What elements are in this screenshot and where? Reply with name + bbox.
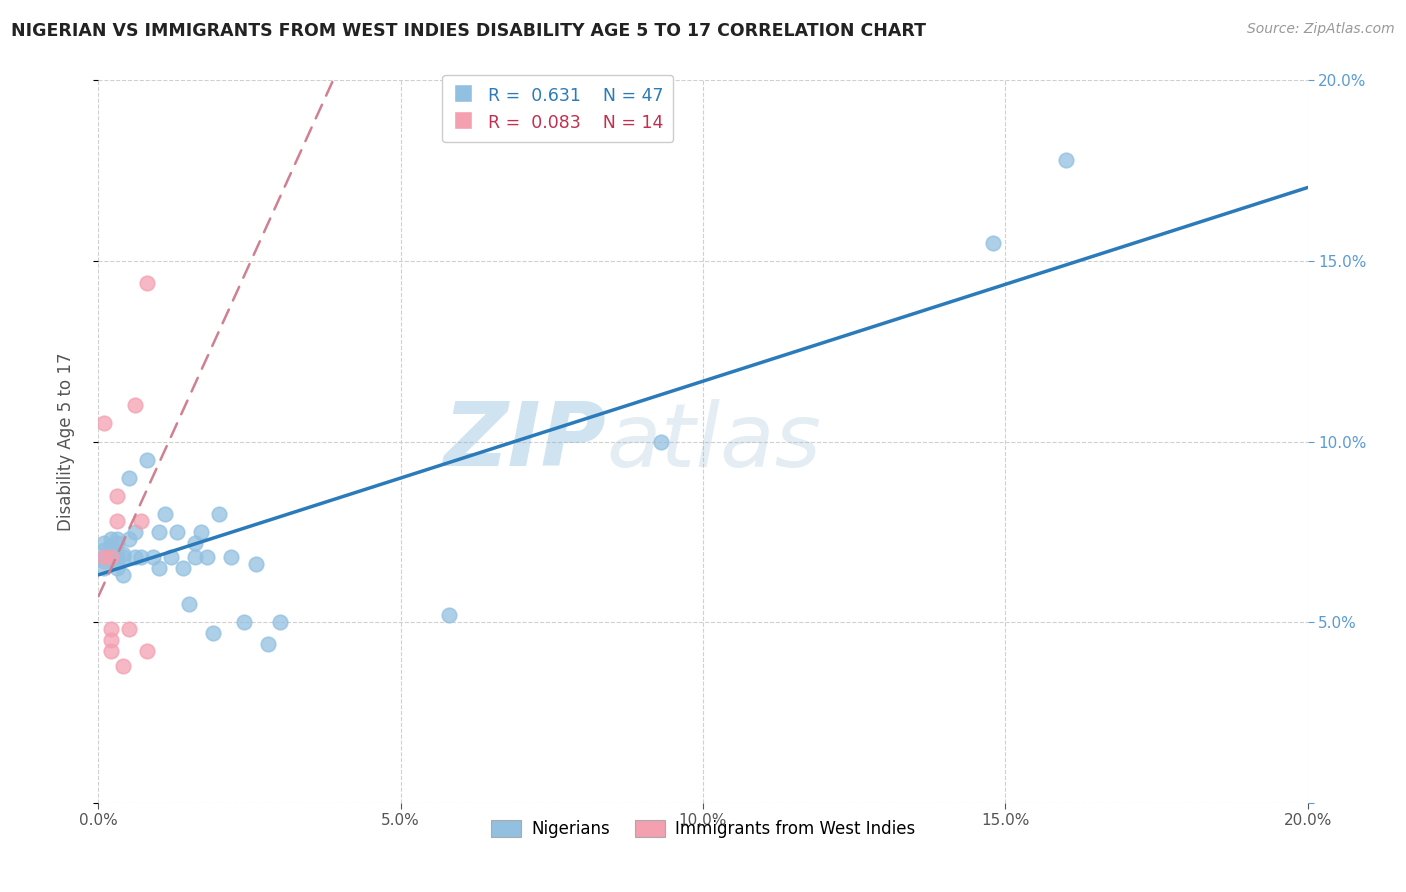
Point [105,561,128,575]
Point [1054,153,1077,167]
Point [100,550,122,565]
Point [135,276,157,290]
Point [93,417,115,431]
Point [111,547,134,561]
Point [160,550,183,565]
Point [245,558,267,572]
Point [118,623,141,637]
Point [202,626,225,640]
Point [93,550,115,565]
Point [148,524,170,539]
Point [93,535,115,549]
Point [129,514,152,528]
Point [981,235,1004,250]
Text: NIGERIAN VS IMMIGRANTS FROM WEST INDIES DISABILITY AGE 5 TO 17 CORRELATION CHART: NIGERIAN VS IMMIGRANTS FROM WEST INDIES … [11,22,927,40]
Point [105,550,128,565]
Text: Source: ZipAtlas.com: Source: ZipAtlas.com [1247,22,1395,37]
Point [105,535,128,549]
Point [232,615,254,630]
Point [111,658,134,673]
Point [105,554,128,568]
Point [166,524,188,539]
Point [93,550,115,565]
Point [118,532,141,546]
Point [208,507,231,521]
Point [100,644,122,658]
Point [184,535,207,549]
Point [105,532,128,546]
Point [118,471,141,485]
Point [129,550,152,565]
Legend: Nigerians, Immigrants from West Indies: Nigerians, Immigrants from West Indies [484,814,922,845]
Point [124,524,146,539]
Point [100,542,122,557]
Point [135,452,157,467]
Point [100,532,122,546]
Point [105,514,128,528]
Point [221,550,243,565]
Point [437,607,460,622]
Point [650,434,672,449]
Point [100,633,122,648]
Point [100,623,122,637]
Point [142,550,165,565]
Point [135,644,157,658]
Point [124,398,146,412]
Point [124,550,146,565]
Point [100,547,122,561]
Point [184,550,207,565]
Point [100,550,122,565]
Point [111,568,134,582]
Point [111,550,134,565]
Point [100,539,122,553]
Y-axis label: Disability Age 5 to 17: Disability Age 5 to 17 [56,352,75,531]
Point [195,550,218,565]
Point [93,561,115,575]
Point [179,597,201,611]
Text: atlas: atlas [606,399,821,484]
Point [148,561,170,575]
Point [172,561,194,575]
Point [190,524,212,539]
Point [93,554,115,568]
Text: ZIP: ZIP [443,398,606,485]
Point [269,615,291,630]
Point [256,637,278,651]
Point [105,489,128,503]
Point [153,507,176,521]
Point [93,542,115,557]
